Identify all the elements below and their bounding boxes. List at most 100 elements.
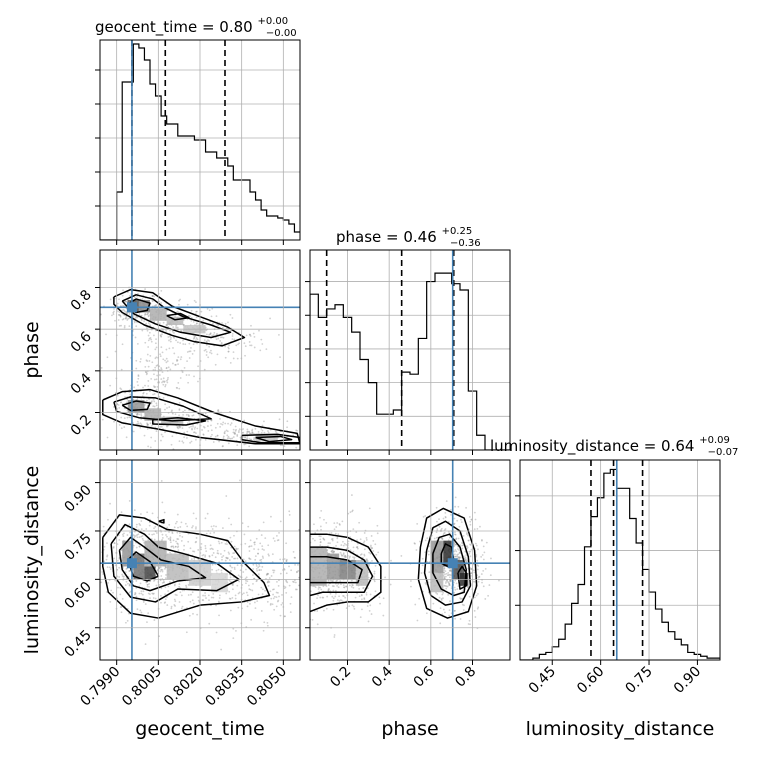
panel-geocent-time-vs-phase-sample-point: [212, 441, 215, 443]
panel-phase-vs-luminosity-distance-sample-point: [351, 584, 354, 586]
panel-geocent-time-vs-phase-sample-point: [301, 425, 303, 427]
panel-geocent-time-vs-luminosity-distance-sample-point: [194, 527, 197, 530]
panel-geocent-time-vs-phase-sample-point: [125, 317, 127, 320]
panel-geocent-time-vs-luminosity-distance-sample-point: [294, 563, 296, 566]
panel-geocent-time-vs-luminosity-distance-sample-point: [195, 526, 197, 529]
panel-geocent-time-vs-phase-sample-point: [150, 401, 153, 404]
panel-geocent-time-vs-luminosity-distance-sample-point: [248, 545, 251, 548]
panel-geocent-time-vs-luminosity-distance-sample-point: [169, 539, 172, 542]
panel-phase-vs-luminosity-distance-density-cell: [326, 553, 340, 580]
panel-geocent-time-vs-phase-sample-point: [161, 435, 164, 438]
panel-geocent-time-vs-luminosity-distance-sample-point: [267, 544, 270, 547]
panel-geocent-time-vs-luminosity-distance-sample-point: [266, 572, 269, 575]
panel-phase-vs-luminosity-distance-sample-point: [467, 585, 469, 588]
panel-geocent-time-vs-luminosity-distance-sample-point: [136, 608, 139, 611]
panel-phase-vs-luminosity-distance-frame: [309, 459, 511, 661]
panel-geocent-time-vs-phase-sample-point: [182, 343, 185, 345]
panel-geocent-time-vs-phase-sample-point: [227, 442, 230, 445]
panel-phase-vs-luminosity-distance-sample-point: [453, 586, 456, 589]
panel-phase-vs-luminosity-distance-sample-point: [456, 555, 459, 558]
panel-phase-vs-luminosity-distance-sample-point: [449, 580, 452, 582]
panel-geocent-time-vs-phase-sample-point: [228, 437, 231, 440]
panel-phase-vs-luminosity-distance-sample-point: [445, 500, 448, 503]
panel-geocent-time-vs-phase-sample-point: [121, 309, 123, 312]
panel-geocent-time-vs-luminosity-distance-sample-point: [263, 621, 266, 624]
panel-geocent-time-vs-luminosity-distance-sample-point: [237, 606, 240, 609]
panel-geocent-time-vs-luminosity-distance-sample-point: [160, 575, 163, 577]
panel-phase-vs-luminosity-distance-sample-point: [306, 551, 308, 553]
panel-geocent-time-vs-phase-sample-point: [243, 436, 245, 438]
panel-phase-vs-luminosity-distance-sample-point: [327, 579, 330, 582]
panel-phase-vs-luminosity-distance-sample-point: [465, 545, 468, 548]
panel-geocent-time-vs-phase-sample-point: [136, 316, 139, 319]
panel-phase-vs-luminosity-distance-sample-point: [319, 538, 322, 541]
panel-geocent-time-vs-phase-sample-point: [150, 436, 153, 439]
panel-geocent-time-vs-luminosity-distance-sample-point: [197, 599, 200, 602]
panel-geocent-time-vs-phase-sample-point: [146, 372, 148, 375]
panel-phase-vs-luminosity-distance-sample-point: [340, 544, 343, 546]
panel-geocent-time-vs-phase-sample-point: [248, 341, 251, 343]
panel-phase-vs-luminosity-distance-sample-point: [444, 573, 446, 576]
panel-phase-vs-luminosity-distance-sample-point: [351, 510, 354, 513]
panel-geocent-time-vs-phase-sample-point: [216, 422, 219, 425]
panel-phase-vs-luminosity-distance-sample-point: [454, 533, 457, 536]
panel-phase-vs-luminosity-distance-sample-point: [473, 571, 476, 574]
panel-geocent-time-vs-phase-sample-point: [210, 429, 213, 432]
panel-geocent-time-vs-luminosity-distance-sample-point: [256, 579, 258, 582]
panel-geocent-time-vs-phase-sample-point: [249, 432, 251, 435]
panel-geocent-time-vs-phase-sample-point: [176, 426, 179, 429]
panel-phase-vs-luminosity-distance-sample-point: [302, 586, 304, 588]
panel-phase-vs-luminosity-distance-sample-point: [348, 556, 351, 559]
panel-geocent-time-vs-phase-sample-point: [134, 336, 137, 339]
panel-geocent-time-vs-luminosity-distance-sample-point: [132, 544, 135, 547]
panel-geocent-time-vs-phase-sample-point: [216, 434, 219, 437]
panel-phase-vs-luminosity-distance-sample-point: [363, 532, 366, 534]
panel-geocent-time-vs-luminosity-distance-sample-point: [123, 532, 125, 535]
panel-geocent-time-vs-luminosity-distance-sample-point: [255, 537, 258, 540]
panel-geocent-time-vs-luminosity-distance-sample-point: [212, 525, 215, 527]
panel-phase-vs-luminosity-distance-sample-point: [465, 554, 468, 557]
panel-geocent-time-vs-phase-sample-point: [204, 438, 207, 441]
panel-phase-vs-luminosity-distance-sample-point: [322, 596, 325, 599]
panel-geocent-time-vs-luminosity-distance-sample-point: [244, 568, 247, 571]
panel-phase-vs-luminosity-distance-xtick-label: 0.4: [369, 663, 396, 690]
panel-geocent-time-vs-phase-sample-point: [154, 342, 157, 345]
ylabel-phase: phase: [21, 321, 43, 378]
panel-geocent-time-vs-phase-sample-point: [337, 439, 339, 441]
panel-geocent-time-vs-phase-sample-point: [153, 320, 156, 323]
panel-geocent-time-vs-phase-sample-point: [122, 308, 125, 311]
panel-geocent-time-vs-phase-sample-point: [229, 437, 232, 440]
panel-phase-vs-luminosity-distance-sample-point: [477, 592, 479, 595]
panel-geocent-time-vs-phase-sample-point: [176, 359, 179, 362]
panel-geocent-time-vs-luminosity-distance-sample-point: [206, 512, 209, 515]
panel-geocent-time-vs-phase-sample-point: [136, 295, 138, 298]
panel-geocent-time-vs-luminosity-distance-sample-point: [119, 606, 122, 609]
panel-geocent-time-vs-phase-sample-point: [146, 423, 149, 426]
panel-geocent-time-vs-luminosity-distance-sample-point: [208, 555, 211, 558]
panel-geocent-time-vs-phase-sample-point: [301, 431, 303, 433]
panel-geocent-time-vs-phase-sample-point: [181, 440, 184, 443]
panel-phase-vs-luminosity-distance-sample-point: [369, 604, 372, 607]
hist-luminosity-distance-xtick-label: 0.60: [574, 664, 607, 697]
panel-phase-vs-luminosity-distance-sample-point: [368, 563, 370, 566]
panel-geocent-time-vs-phase-sample-point: [136, 380, 139, 383]
panel-geocent-time-vs-luminosity-distance-sample-point: [271, 553, 274, 556]
panel-geocent-time-vs-luminosity-distance-sample-point: [105, 558, 108, 561]
panel-geocent-time-vs-luminosity-distance-sample-point: [229, 564, 232, 567]
panel-geocent-time-vs-luminosity-distance-sample-point: [107, 518, 109, 521]
panel-geocent-time-vs-phase-sample-point: [215, 315, 218, 317]
panel-geocent-time-vs-phase-sample-point: [233, 338, 236, 341]
panel-geocent-time-vs-phase-sample-point: [160, 378, 163, 380]
panel-geocent-time-vs-luminosity-distance-sample-point: [169, 537, 172, 540]
panel-geocent-time-vs-phase-sample-point: [203, 349, 206, 352]
panel-phase-vs-luminosity-distance-sample-point: [442, 571, 445, 574]
panel-geocent-time-vs-luminosity-distance-sample-point: [259, 559, 262, 562]
panel-geocent-time-vs-phase-sample-point: [296, 429, 299, 432]
panel-geocent-time-vs-luminosity-distance-sample-point: [250, 545, 253, 548]
panel-phase-vs-luminosity-distance-sample-point: [459, 598, 462, 600]
panel-geocent-time-vs-phase-sample-point: [228, 344, 230, 347]
panel-geocent-time-vs-phase-sample-point: [252, 432, 255, 435]
panel-geocent-time-vs-phase-sample-point: [123, 309, 126, 312]
panel-geocent-time-vs-luminosity-distance-sample-point: [172, 579, 175, 582]
panel-geocent-time-vs-luminosity-distance-sample-point: [133, 536, 136, 539]
